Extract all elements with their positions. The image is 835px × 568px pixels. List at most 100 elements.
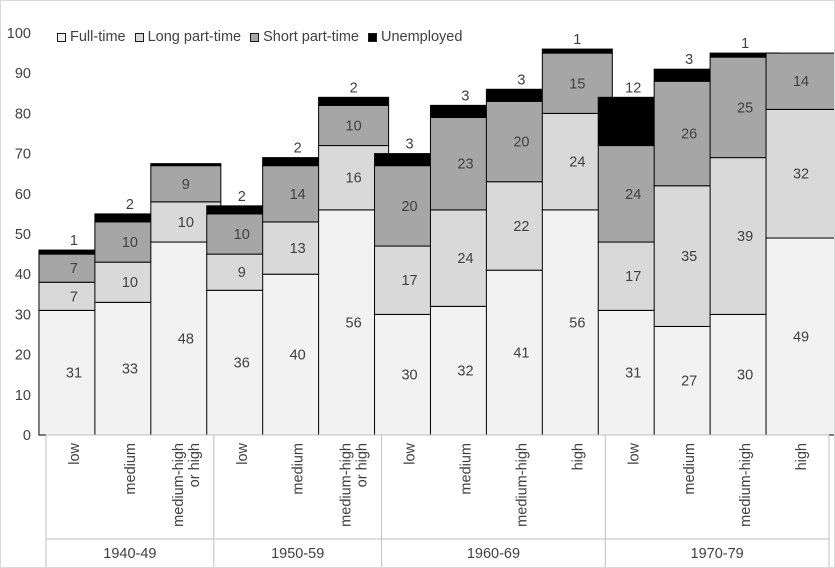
bar-segment bbox=[765, 52, 834, 110]
y-tick-label: 10 bbox=[15, 388, 31, 404]
category-label-line: medium bbox=[458, 443, 474, 495]
data-label: 15 bbox=[569, 76, 585, 92]
data-label: 48 bbox=[178, 332, 194, 348]
category-label-line: medium-high bbox=[738, 443, 754, 527]
y-tick-label: 50 bbox=[15, 227, 31, 243]
data-label: 3 bbox=[517, 72, 525, 88]
data-label: 25 bbox=[737, 100, 753, 116]
group-label: 1960-69 bbox=[467, 546, 520, 562]
legend-label: Short part-time bbox=[263, 29, 359, 45]
group-label: 1940-49 bbox=[103, 546, 156, 562]
data-label: 3 bbox=[461, 88, 469, 104]
data-label: 1 bbox=[741, 36, 749, 52]
group-label: 1970-79 bbox=[691, 546, 744, 562]
category-label-line: medium-high bbox=[171, 443, 187, 527]
data-label: 32 bbox=[457, 364, 473, 380]
category-label: low bbox=[235, 442, 251, 464]
data-label: 32 bbox=[793, 167, 809, 183]
legend-swatch bbox=[368, 32, 377, 42]
category-label: medium-high bbox=[514, 443, 530, 527]
y-tick-label: 70 bbox=[15, 147, 31, 163]
data-label: 40 bbox=[290, 348, 306, 364]
category-label: high bbox=[794, 443, 810, 470]
y-tick-label: 0 bbox=[23, 428, 31, 444]
legend-item: Short part-time bbox=[250, 29, 359, 45]
data-label: 30 bbox=[401, 368, 417, 384]
y-tick-label: 90 bbox=[15, 66, 31, 82]
category-label-line: low bbox=[235, 442, 251, 464]
category-label: high bbox=[570, 443, 586, 470]
data-label: 1 bbox=[70, 233, 78, 249]
data-label: 23 bbox=[457, 157, 473, 173]
data-label: 41 bbox=[513, 346, 529, 362]
data-label: 20 bbox=[513, 135, 529, 151]
data-label: 2 bbox=[294, 141, 302, 157]
y-tick-label: 30 bbox=[15, 307, 31, 323]
legend-label: Full-time bbox=[70, 29, 126, 45]
bar-segment bbox=[541, 48, 613, 54]
legend-item: Full-time bbox=[57, 29, 126, 45]
category-label-line: medium-high bbox=[514, 443, 530, 527]
data-label: 3 bbox=[405, 137, 413, 153]
data-label: 27 bbox=[681, 374, 697, 390]
data-label: 56 bbox=[569, 315, 585, 331]
bar-segment bbox=[765, 108, 834, 239]
category-label: medium-high or high bbox=[339, 443, 371, 527]
category-label: medium bbox=[123, 443, 139, 495]
data-label: 2 bbox=[126, 197, 134, 213]
data-label: 10 bbox=[178, 215, 194, 231]
category-label-line: high bbox=[570, 443, 586, 470]
data-label: 17 bbox=[401, 273, 417, 289]
data-label: 10 bbox=[122, 235, 138, 251]
category-label-line: or high bbox=[187, 443, 203, 487]
legend-swatch bbox=[134, 32, 144, 42]
bar-segment bbox=[318, 96, 390, 106]
y-tick-label: 40 bbox=[15, 267, 31, 283]
category-label-line: low bbox=[626, 442, 642, 464]
data-label: 39 bbox=[737, 229, 753, 245]
data-label: 16 bbox=[346, 171, 362, 187]
data-label: 10 bbox=[346, 118, 362, 134]
bar-segment bbox=[150, 163, 222, 167]
category-label-line: high bbox=[794, 443, 810, 470]
data-label: 24 bbox=[457, 251, 473, 267]
data-label: 7 bbox=[70, 289, 78, 305]
data-label: 14 bbox=[290, 187, 306, 203]
data-label: 20 bbox=[401, 199, 417, 215]
category-label: medium bbox=[458, 443, 474, 495]
data-label: 17 bbox=[625, 269, 641, 285]
data-label: 9 bbox=[238, 265, 246, 281]
data-label: 1 bbox=[573, 32, 581, 48]
data-label: 35 bbox=[681, 249, 697, 265]
legend-label: Long part-time bbox=[147, 29, 242, 45]
data-label: 30 bbox=[737, 368, 753, 384]
legend: Full-time Long part-time Short part-time Un… bbox=[57, 28, 471, 46]
category-label: low bbox=[67, 442, 83, 464]
category-label-line: medium bbox=[123, 443, 139, 495]
data-label: 24 bbox=[625, 187, 641, 203]
data-label: 13 bbox=[290, 241, 306, 257]
group-label: 1950-59 bbox=[271, 546, 324, 562]
data-label: 10 bbox=[234, 227, 250, 243]
category-label: medium-high or high bbox=[171, 443, 203, 527]
category-label-line: low bbox=[403, 442, 419, 464]
data-label: 36 bbox=[234, 356, 250, 372]
data-label: 9 bbox=[182, 177, 190, 193]
category-label: medium bbox=[682, 443, 698, 495]
data-label: 31 bbox=[625, 366, 641, 382]
data-label: 31 bbox=[66, 366, 82, 382]
data-label: 49 bbox=[793, 330, 809, 346]
category-label: low bbox=[403, 442, 419, 464]
legend-item: Unemployed bbox=[368, 29, 462, 45]
data-label: 3 bbox=[685, 52, 693, 68]
legend-label: Unemployed bbox=[381, 29, 463, 45]
data-label: 10 bbox=[122, 275, 138, 291]
legend-swatch bbox=[250, 32, 260, 42]
data-label: 14 bbox=[793, 74, 809, 90]
category-label-line: or high bbox=[355, 443, 371, 487]
y-tick-label: 80 bbox=[15, 106, 31, 122]
data-label: 7 bbox=[70, 261, 78, 277]
data-label: 56 bbox=[346, 315, 362, 331]
